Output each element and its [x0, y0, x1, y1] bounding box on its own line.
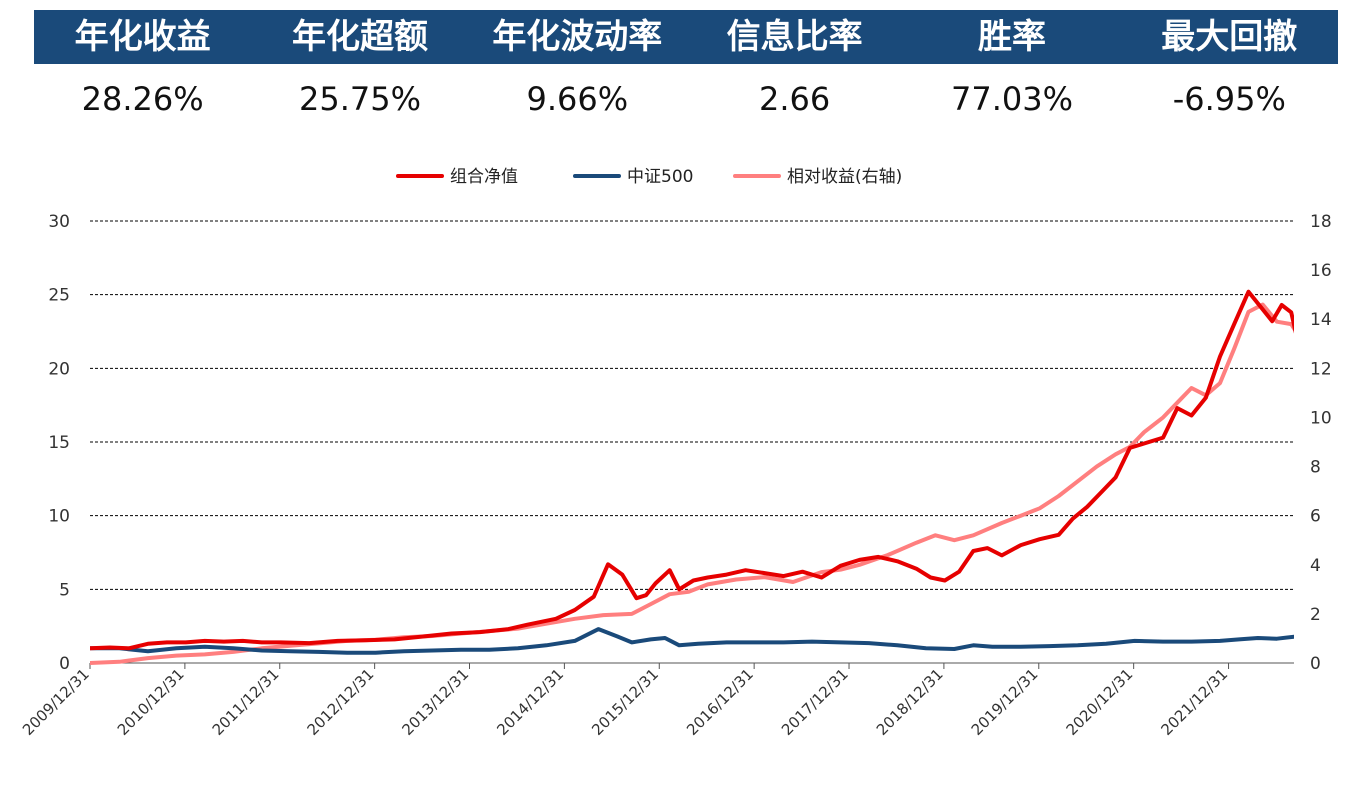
- legend-label: 相对收益(右轴): [787, 167, 902, 187]
- x-tick-label: 2012/12/31: [304, 665, 378, 739]
- y-left-tick-label: 0: [59, 654, 70, 674]
- y-right-tick-label: 0: [1310, 654, 1321, 674]
- metric-value-win-rate: 77.03%: [950, 80, 1073, 118]
- series-line-0: [90, 289, 1294, 651]
- metric-label-information-ratio: 信息比率: [726, 17, 863, 57]
- y-left-tick-label: 5: [59, 580, 70, 600]
- metric-value-annual-return: 28.26%: [81, 80, 204, 118]
- x-tick-label: 2015/12/31: [588, 665, 662, 739]
- series-line-1: [90, 627, 1294, 655]
- x-tick-label: 2016/12/31: [683, 665, 757, 739]
- y-left-tick-label: 15: [48, 433, 70, 453]
- x-tick-label: 2011/12/31: [209, 665, 283, 739]
- metrics-header-bar: 年化收益 年化超额 年化波动率 信息比率 胜率 最大回撤: [34, 10, 1338, 64]
- metric-label-annual-excess: 年化超额: [291, 17, 428, 57]
- y-right-tick-label: 16: [1310, 261, 1332, 281]
- y-right-tick-label: 12: [1310, 359, 1332, 379]
- x-tick-label: 2009/12/31: [19, 665, 93, 739]
- x-tick-label: 2014/12/31: [493, 665, 567, 739]
- y-right-tick-label: 6: [1310, 507, 1321, 527]
- y-right-tick-label: 14: [1310, 310, 1332, 330]
- metric-label-max-drawdown: 最大回撤: [1161, 17, 1298, 57]
- metric-value-annual-excess: 25.75%: [298, 80, 421, 118]
- y-left-tick-label: 25: [48, 286, 70, 306]
- x-tick-label: 2020/12/31: [1063, 665, 1137, 739]
- series-line-2: [90, 302, 1294, 665]
- metric-label-win-rate: 胜率: [977, 17, 1046, 57]
- metrics-values-row: 28.26% 25.75% 9.66% 2.66 77.03% -6.95%: [34, 72, 1338, 126]
- y-right-tick-label: 18: [1310, 212, 1332, 232]
- x-tick-label: 2021/12/31: [1157, 665, 1231, 739]
- line-chart: 0 5 10 15 20 25 30 0 2 4 6 8 10 12 14 16 18 2009/12/31 201…: [19, 167, 1332, 739]
- x-tick-label: 2017/12/31: [778, 665, 852, 739]
- x-tick-label: 2018/12/31: [873, 665, 947, 739]
- y-right-tick-label: 2: [1310, 605, 1321, 625]
- metric-label-annual-volatility: 年化波动率: [492, 17, 663, 57]
- metric-label-annual-return: 年化收益: [74, 17, 211, 57]
- y-right-tick-label: 10: [1310, 408, 1332, 428]
- metric-value-annual-volatility: 9.66%: [526, 80, 629, 118]
- y-left-tick-label: 20: [48, 359, 70, 379]
- metric-value-max-drawdown: -6.95%: [1172, 80, 1286, 118]
- y-right-tick-label: 8: [1310, 458, 1321, 478]
- legend-label: 组合净值: [450, 167, 518, 187]
- metric-value-information-ratio: 2.66: [759, 80, 831, 118]
- legend-label: 中证500: [627, 167, 693, 187]
- y-left-tick-label: 30: [48, 212, 70, 232]
- x-tick-label: 2019/12/31: [968, 665, 1042, 739]
- y-left-tick-label: 10: [48, 507, 70, 527]
- y-right-tick-label: 4: [1310, 556, 1321, 576]
- x-tick-label: 2013/12/31: [398, 665, 472, 739]
- x-tick-label: 2010/12/31: [114, 665, 188, 739]
